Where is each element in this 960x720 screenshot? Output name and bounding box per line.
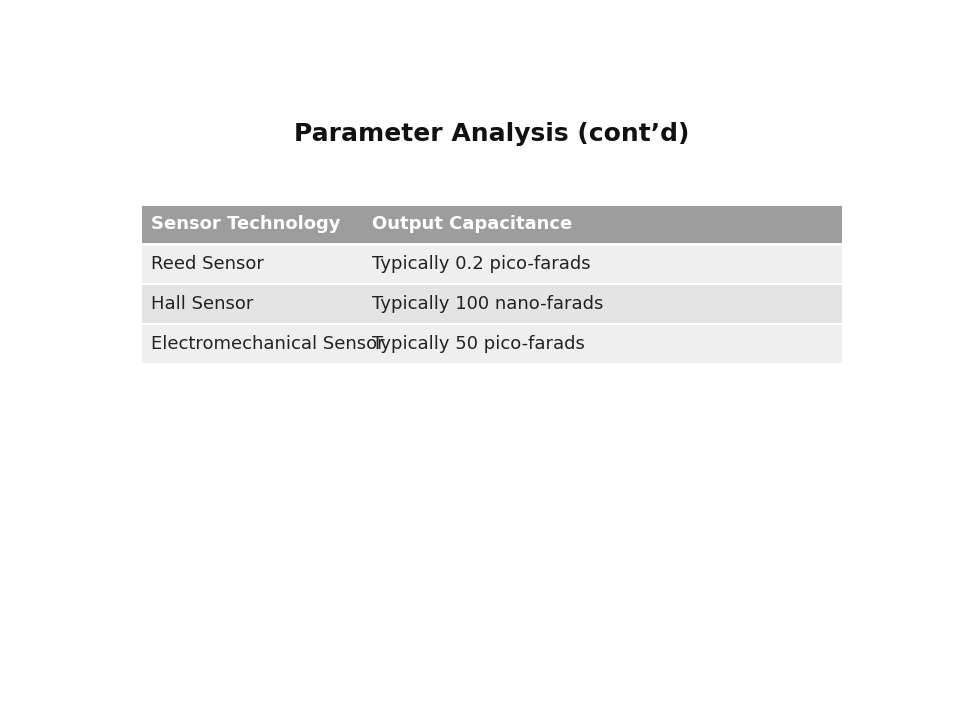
- Bar: [142, 206, 842, 243]
- Text: Reed Sensor: Reed Sensor: [152, 256, 264, 274]
- Text: Output Capacitance: Output Capacitance: [372, 215, 572, 233]
- Text: Typically 0.2 pico-farads: Typically 0.2 pico-farads: [372, 256, 590, 274]
- Bar: [142, 246, 842, 283]
- Text: Hall Sensor: Hall Sensor: [152, 295, 253, 313]
- Text: Parameter Analysis (cont’d): Parameter Analysis (cont’d): [295, 122, 689, 145]
- Bar: [142, 325, 842, 363]
- Bar: [142, 285, 842, 323]
- Text: Typically 50 pico-farads: Typically 50 pico-farads: [372, 336, 585, 354]
- Text: Typically 100 nano-farads: Typically 100 nano-farads: [372, 295, 603, 313]
- Text: Electromechanical Sensor: Electromechanical Sensor: [152, 336, 385, 354]
- Text: Sensor Technology: Sensor Technology: [152, 215, 341, 233]
